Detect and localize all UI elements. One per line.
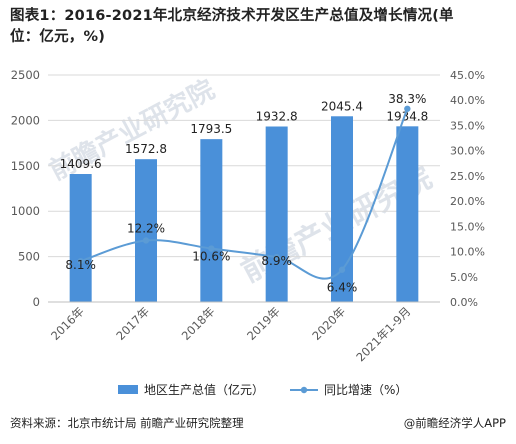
y-right-tick-label: 15.0% <box>450 220 485 233</box>
growth-line <box>80 108 409 280</box>
x-tick-label: 2020年 <box>309 304 348 343</box>
x-tick-label: 2019年 <box>244 304 283 343</box>
y-right-tick-label: 45.0% <box>450 69 485 82</box>
bar <box>265 126 288 302</box>
legend-label-bar: 地区生产总值（亿元） <box>144 382 264 397</box>
bar <box>331 116 353 302</box>
x-tick-label: 2018年 <box>179 304 218 343</box>
x-tick-label: 2017年 <box>113 304 152 343</box>
y-left-tick-label: 1000 <box>11 204 40 218</box>
bar <box>396 126 419 302</box>
growth-point <box>404 105 411 112</box>
y-right-tick-label: 30.0% <box>450 145 485 158</box>
growth-point <box>77 257 84 265</box>
growth-point <box>208 245 215 252</box>
growth-point <box>338 266 346 273</box>
y-right-tick-label: 10.0% <box>450 246 485 259</box>
y-left-tick-label: 500 <box>18 250 40 264</box>
line-value-label: 12.2% <box>127 221 165 235</box>
y-right-tick-label: 5.0% <box>450 271 478 284</box>
x-tick-label: 2021年1-9月 <box>353 304 413 364</box>
brand-credit: @前瞻经济学人APP <box>403 416 506 430</box>
y-left-tick-label: 1500 <box>11 159 40 173</box>
y-right-tick-label: 40.0% <box>450 94 485 107</box>
bar-value-label: 1793.5 <box>190 122 232 136</box>
bar-value-label: 1409.6 <box>60 157 102 171</box>
line-value-label: 6.4% <box>327 281 358 295</box>
growth-point <box>273 253 280 261</box>
x-tick-label: 2016年 <box>48 304 87 343</box>
bar-value-label: 1934.8 <box>386 109 428 123</box>
y-left-tick-label: 0 <box>33 295 40 309</box>
legend-swatch-bar <box>118 385 138 394</box>
bar <box>135 159 157 302</box>
line-value-label: 8.9% <box>261 254 292 268</box>
growth-point <box>142 237 150 244</box>
bar <box>69 174 92 302</box>
bar <box>200 139 223 302</box>
source-note: 资料来源：北京市统计局 前瞻产业研究院整理 <box>10 416 244 430</box>
y-left-tick-label: 2500 <box>11 68 40 82</box>
title-line-2: 位：亿元，%) <box>10 29 106 45</box>
bar-value-label: 2045.4 <box>321 99 363 113</box>
legend-swatch-point <box>300 386 308 394</box>
bar-value-label: 1932.8 <box>256 110 298 124</box>
line-value-label: 10.6% <box>192 250 230 264</box>
y-right-tick-label: 0.0% <box>450 296 478 309</box>
y-right-tick-label: 20.0% <box>450 195 485 208</box>
y-right-tick-label: 35.0% <box>450 119 485 132</box>
title-line-1: 图表1：2016-2021年北京经济技术开发区生产总值及增长情况(单 <box>10 8 454 24</box>
y-left-tick-label: 2000 <box>11 113 40 127</box>
chart-title: 图表1：2016-2021年北京经济技术开发区生产总值及增长情况(单 位：亿元，… <box>10 6 506 48</box>
line-value-label: 8.1% <box>65 258 96 272</box>
line-value-label: 38.3% <box>388 92 426 106</box>
bar-value-label: 1572.8 <box>125 142 167 156</box>
legend-label-line: 同比增速（%） <box>324 383 407 397</box>
chart: 0 500 1000 1500 2000 2500 0.0% 5.0% 10.0% 15.0% 20… <box>11 68 485 397</box>
y-right-tick-label: 25.0% <box>450 170 485 183</box>
